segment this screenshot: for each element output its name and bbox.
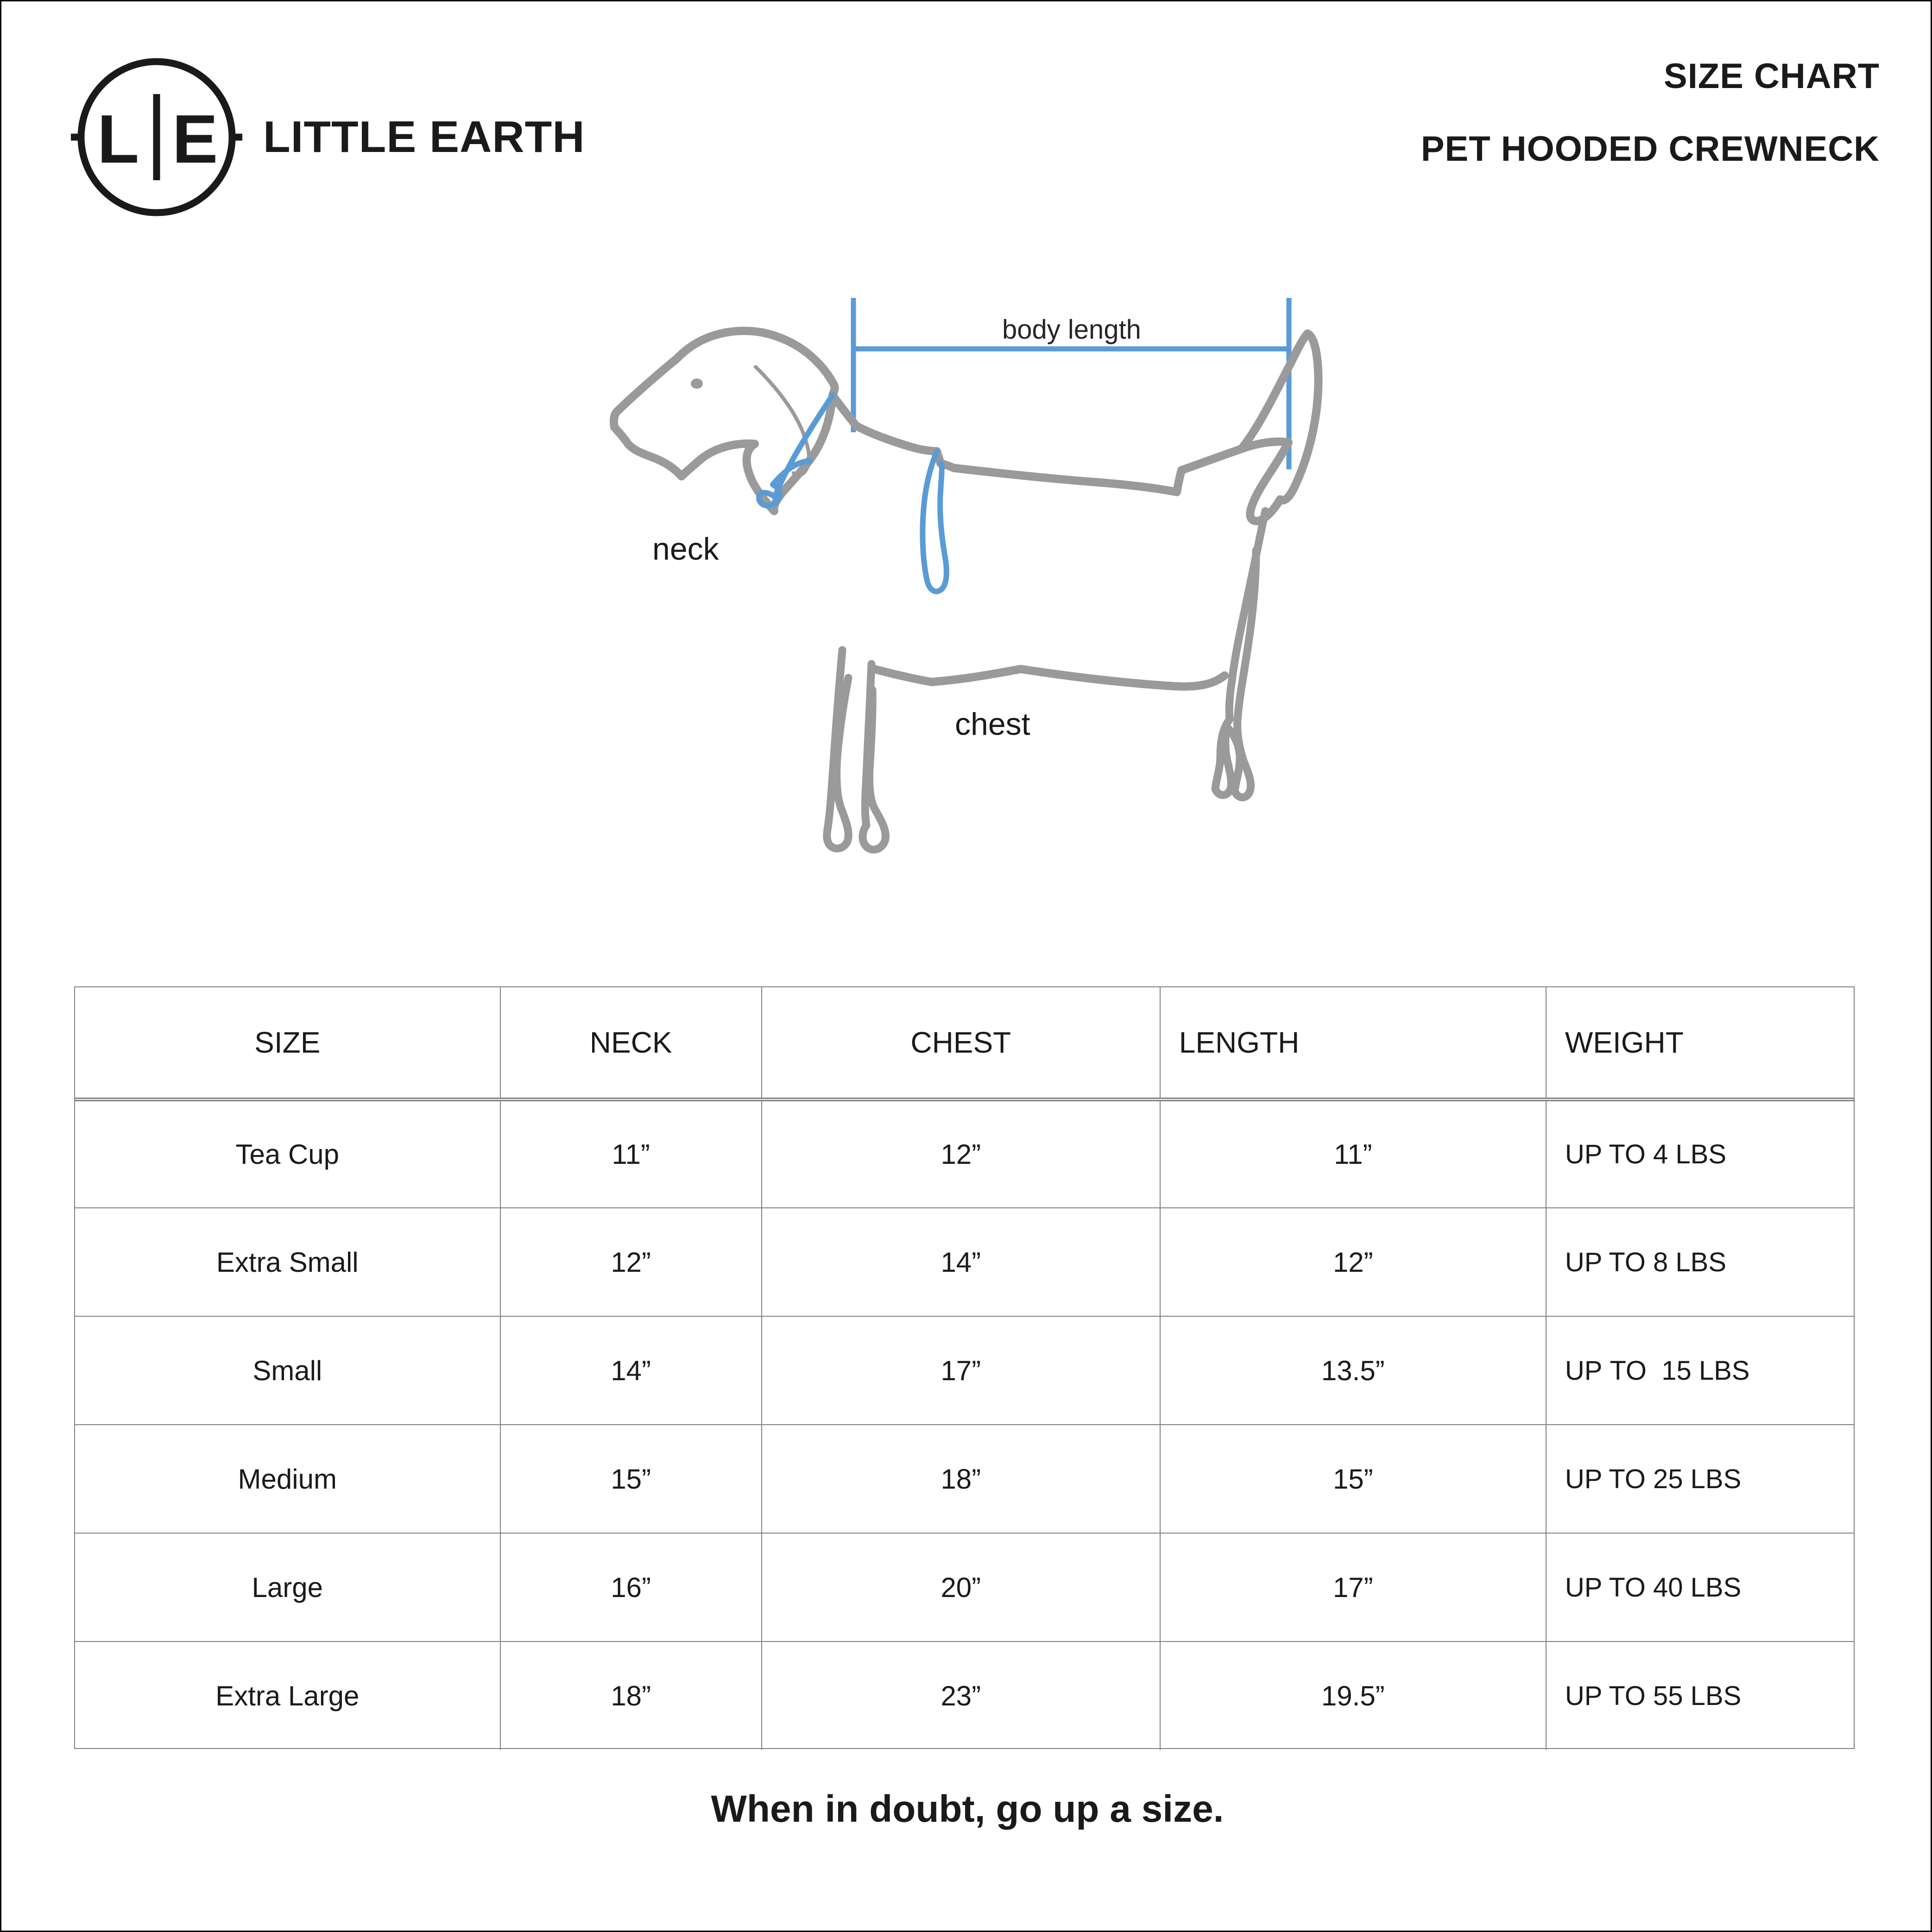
- svg-text:E: E: [172, 101, 218, 177]
- svg-text:body length: body length: [1002, 315, 1141, 345]
- svg-text:neck: neck: [652, 531, 720, 567]
- svg-text:L: L: [97, 101, 139, 177]
- svg-text:chest: chest: [955, 707, 1030, 742]
